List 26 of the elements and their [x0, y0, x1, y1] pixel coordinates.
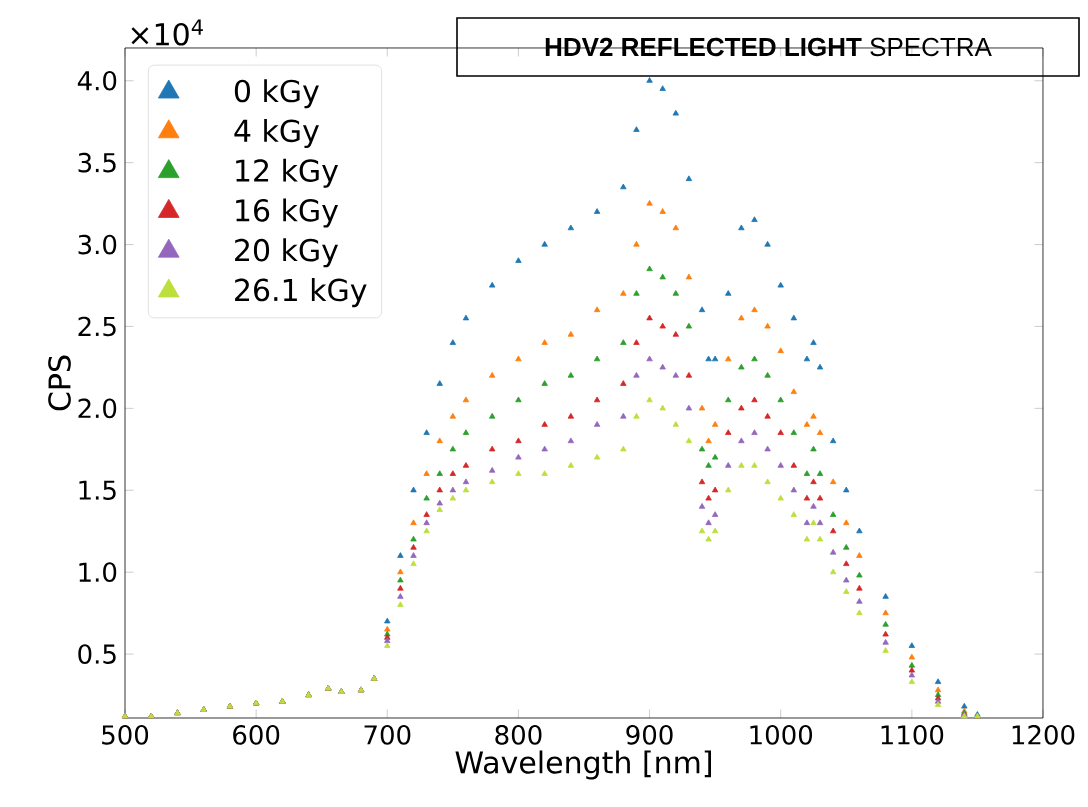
legend-label: 26.1 kGy — [235, 278, 367, 308]
x-tick-label: 900 — [626, 725, 673, 745]
x-tick-label: 1200 — [1012, 725, 1075, 745]
legend-label: 0 kGy — [234, 79, 319, 109]
y-tick-label: 3.5 — [78, 152, 116, 173]
x-axis-title: Wavelength [nm] — [455, 750, 711, 780]
x-tick-label: 500 — [102, 725, 149, 745]
y-tick-label: 1.5 — [79, 480, 116, 500]
x-tick-label: 600 — [233, 725, 280, 745]
y-axis-title: CPS — [48, 355, 71, 411]
x-tick-label: 700 — [364, 725, 411, 745]
x-tick-label: 1000 — [750, 725, 813, 745]
y-tick-label: 0.5 — [78, 644, 116, 664]
y-tick-label: 3.0 — [78, 234, 117, 255]
text: ×10$^{4}$ — [131, 19, 203, 46]
y-tick-label: 1.0 — [79, 562, 117, 583]
y-tick-label: 2.5 — [78, 316, 116, 337]
x-tick-label: 1100 — [881, 725, 944, 745]
legend-label: 12 kGy — [236, 158, 339, 188]
legend-label: 20 kGy — [235, 238, 339, 268]
x-tick-label: 800 — [495, 725, 542, 745]
legend-label: 16 kGy — [236, 198, 339, 228]
legend-label: 4 kGy — [234, 118, 319, 148]
y-tick-label: 2.0 — [78, 398, 117, 419]
y-tick-label: 4.0 — [77, 70, 117, 91]
chart-title: HDV2 REFLECTED LIGHT SPECTRA — [545, 37, 992, 57]
